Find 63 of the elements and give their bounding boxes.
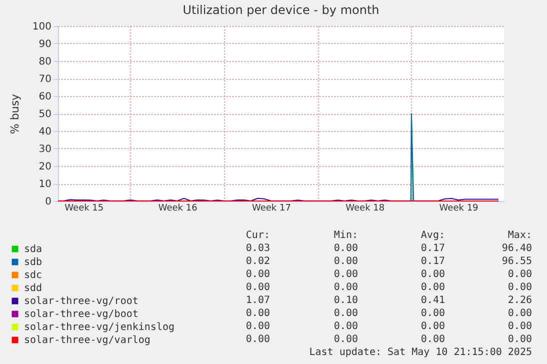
text: Min: [334,230,358,241]
text: 0.00 [334,269,358,280]
text: 0.00 [246,308,270,319]
text: 0.00 [420,308,445,319]
y-tick-label: 20 [38,162,52,172]
y-tick-label: 30 [38,144,52,155]
legend-label: sdd [24,283,42,294]
text: 0.00 [334,256,358,267]
text: 0.00 [508,334,532,345]
legend-label: solar-three-vg/jenkinslog [24,322,175,333]
y-tick-label: 60 [38,92,52,102]
text: 2.26 [508,295,532,306]
text: 0.00 [508,282,532,293]
text: 0.00 [334,243,358,254]
text: 1.07 [246,295,270,306]
y-tick-label: 80 [38,56,52,68]
legend-label: sdb [24,257,42,268]
x-tick-label: Week 19 [439,204,479,214]
y-axis-title: % busy [8,93,22,134]
text: 0.00 [246,269,270,280]
text: Cur: [246,230,270,241]
x-tick-label: Week 16 [158,204,198,214]
text: 0.00 [420,269,445,280]
text: 0.00 [246,321,270,332]
y-tick-label: 100 [32,22,52,32]
y-tick-label: 10 [38,179,52,190]
y-tick-label: 70 [38,74,52,85]
text: 0.00 [508,269,532,280]
legend-label: solar-three-vg/varlog [24,335,150,346]
text: Max: [508,230,532,241]
text: 96.40 [502,243,532,254]
legend-label: solar-three-vg/root [24,296,138,307]
text: 0.00 [246,334,270,345]
text: 0.00 [508,321,532,332]
text: 0.00 [334,334,358,345]
legend-label: solar-three-vg/boot [24,309,138,320]
x-tick-label: Week 17 [252,204,291,214]
y-tick-label: 0 [45,196,52,208]
text: 0.00 [334,282,358,293]
text: 0.00 [334,308,358,319]
x-tick-label: Week 18 [346,204,385,214]
chart-title: Utilization per device - by month [182,3,380,17]
text: 0.03 [246,243,270,254]
text: 0.00 [420,321,445,332]
text: 0.02 [246,256,270,267]
text: 0.10 [334,295,358,306]
text: 0.00 [508,308,532,319]
text: 0.41 [420,295,445,306]
y-tick-label: 50 [38,109,52,120]
y-tick-label: 40 [38,126,52,138]
x-tick-label: Week 15 [64,204,104,214]
text: 0.00 [334,321,358,332]
legend-label: sda [24,244,42,255]
text: 0.00 [246,282,270,293]
text: Avg: [420,230,445,241]
text: 0.17 [420,243,445,254]
y-tick-label: 90 [38,39,52,50]
legend-label: sdc [24,270,42,281]
text: 0.00 [420,282,445,293]
text: 0.00 [420,334,445,345]
text: Last update: Sat May 10 21:15:00 2025 [309,347,532,358]
text: 0.17 [420,256,445,267]
text: 96.55 [502,256,532,267]
